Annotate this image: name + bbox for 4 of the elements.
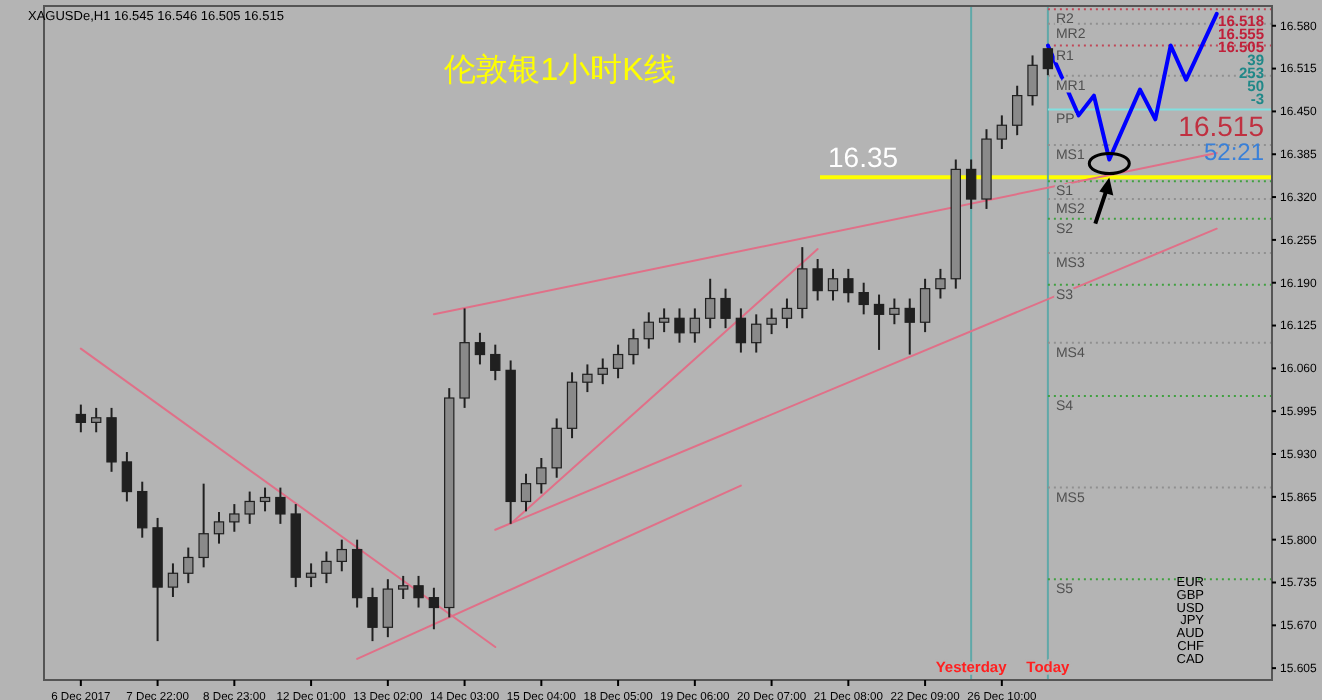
ref-line-label: 16.35: [828, 141, 899, 174]
text: 伦敦银1小时K线: [444, 52, 676, 88]
annotation: 52:21: [1203, 138, 1265, 166]
annotation: 16.515: [1178, 110, 1265, 142]
